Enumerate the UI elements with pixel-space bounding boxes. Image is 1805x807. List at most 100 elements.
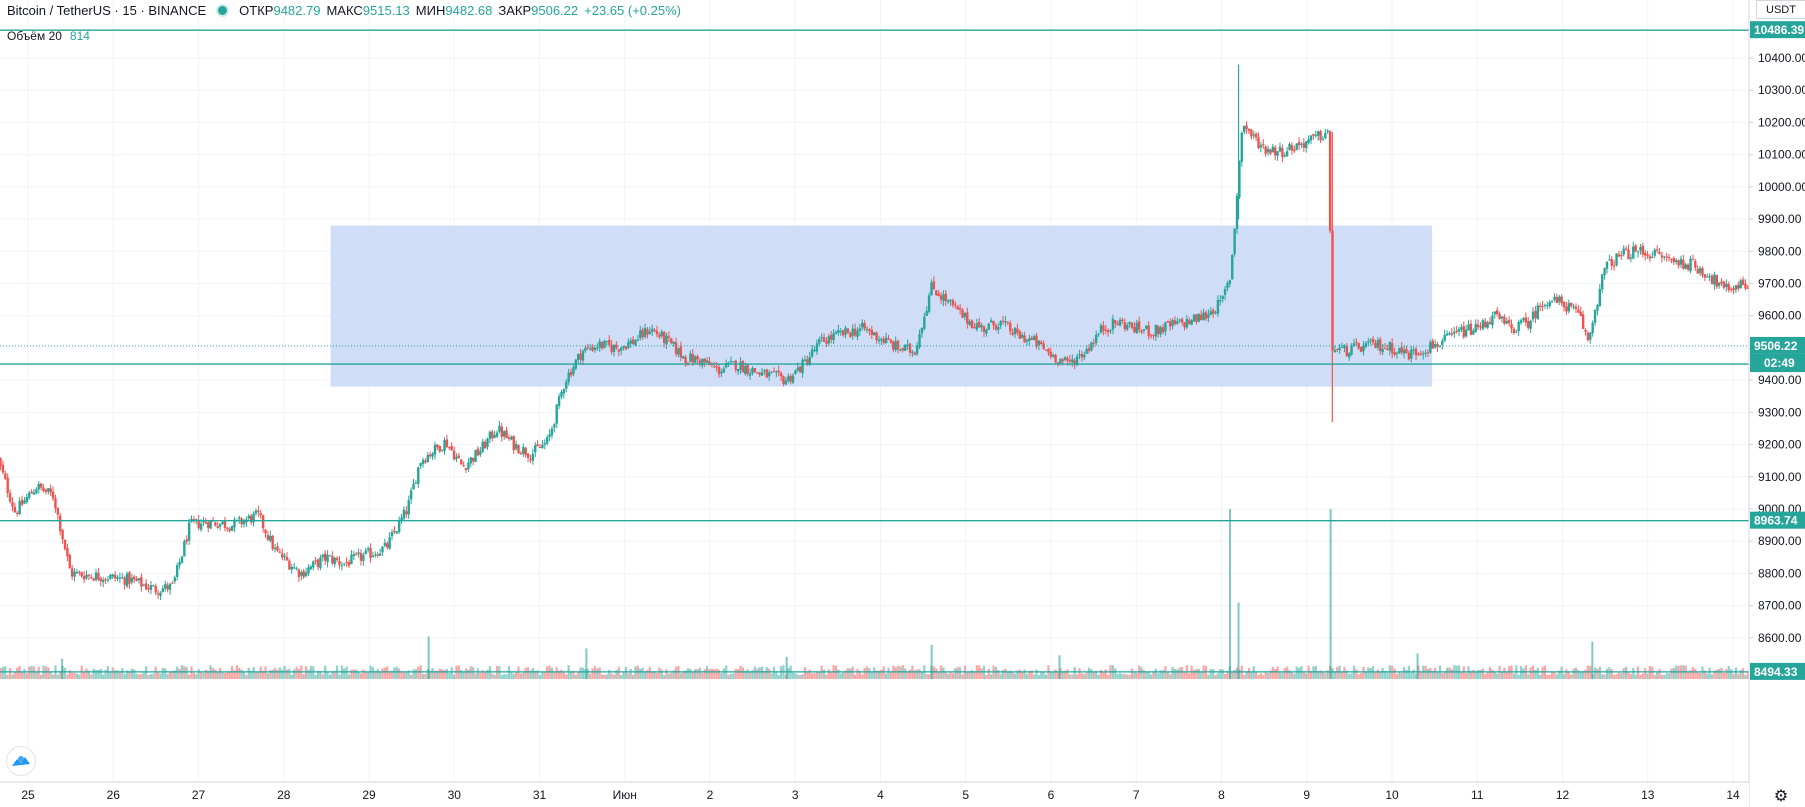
volume-bar — [1071, 674, 1074, 679]
candle-body — [178, 562, 181, 566]
volume-bar — [1610, 669, 1613, 679]
volume-bar — [579, 667, 582, 679]
range-rectangle[interactable] — [330, 225, 1433, 387]
volume-bar — [178, 668, 181, 679]
candle-body — [51, 491, 55, 499]
volume-bar — [956, 666, 959, 679]
volume-bar — [608, 669, 611, 679]
candle-body — [1367, 341, 1370, 343]
candle-body — [1011, 332, 1014, 335]
candle-body — [1579, 311, 1582, 316]
volume-bar — [1331, 667, 1334, 679]
candle-body — [433, 444, 437, 455]
candle-body — [226, 527, 229, 529]
volume-bar — [4, 666, 7, 679]
volume-bar — [990, 674, 993, 679]
volume-bar — [1548, 674, 1551, 679]
volume-bar — [262, 671, 265, 679]
volume-bar — [1493, 671, 1496, 679]
candle-body — [500, 426, 504, 437]
candle-body — [1371, 338, 1375, 343]
candle-body — [1314, 135, 1317, 137]
candle-body — [1152, 334, 1155, 336]
volume-bar — [1632, 667, 1635, 679]
volume-bar — [1221, 669, 1224, 679]
candle-body — [130, 577, 134, 583]
volume-bar — [228, 672, 231, 679]
volume-bar — [405, 671, 408, 679]
volume-bar — [271, 669, 274, 679]
candle-body — [543, 442, 546, 445]
candle-body — [1071, 359, 1074, 363]
candle-body — [1694, 261, 1697, 268]
candle-body — [968, 321, 971, 326]
volume-bar — [715, 668, 718, 679]
candle-body — [1028, 338, 1031, 342]
candle-body — [1090, 342, 1093, 351]
volume-bar — [111, 667, 114, 679]
volume-bar — [1496, 673, 1499, 679]
candle-body — [44, 489, 48, 492]
volume-bar — [522, 672, 525, 679]
candle-body — [1238, 160, 1241, 198]
volume-bar — [85, 668, 88, 679]
volume-bar — [1142, 670, 1146, 679]
volume-bar — [1200, 671, 1203, 679]
tradingview-logo-icon[interactable] — [6, 746, 36, 776]
volume-bar — [450, 667, 453, 679]
candle-body — [1235, 195, 1239, 229]
candle-body — [1591, 322, 1594, 334]
volume-legend[interactable]: Объём 20 814 — [7, 29, 90, 43]
settings-gear-icon[interactable]: ⚙ — [1773, 788, 1789, 805]
volume-bar — [529, 670, 532, 679]
candle-body — [1180, 319, 1184, 323]
candle-body — [283, 555, 286, 557]
candle-body — [8, 493, 12, 502]
volume-bar — [1181, 666, 1184, 679]
candle-body — [1018, 331, 1021, 339]
volume-bar — [865, 666, 869, 679]
candle-body — [1168, 321, 1172, 327]
volume-bar — [1746, 672, 1749, 679]
candle-body — [553, 424, 556, 428]
symbol-title[interactable]: Bitcoin / TetherUS · 15 · BINANCE — [7, 3, 207, 18]
candle-body — [510, 436, 513, 440]
candle-body — [975, 323, 979, 330]
volume-bar — [908, 669, 912, 679]
volume-bar — [1734, 667, 1737, 679]
volume-bar — [538, 674, 542, 679]
candle-body — [782, 376, 785, 384]
volume-bar — [624, 666, 628, 679]
volume-bar — [1075, 674, 1079, 679]
volume-bar — [1266, 673, 1270, 679]
volume-spike — [930, 645, 933, 679]
candle-body — [677, 348, 680, 355]
volume-bar — [1448, 667, 1451, 679]
candle-body — [1016, 328, 1019, 333]
candle-body — [1691, 259, 1695, 261]
currency-button[interactable]: USDT — [1756, 0, 1805, 19]
volume-bar — [359, 673, 363, 679]
volume-bar — [1033, 674, 1036, 679]
volume-bar — [1001, 670, 1005, 679]
horizontal-lines[interactable] — [0, 29, 1749, 673]
symbol-legend: Bitcoin / TetherUS · 15 · BINANCE ОТКР94… — [7, 3, 681, 18]
volume-bar — [1732, 673, 1735, 679]
candle-body — [1448, 333, 1451, 335]
candle-body — [161, 588, 165, 593]
candle-body — [1589, 332, 1592, 340]
candle-body — [1708, 275, 1711, 277]
volume-bar — [694, 669, 697, 679]
volume-bar — [452, 674, 456, 679]
level-price-label: 10486.39 — [1754, 23, 1804, 37]
candle-body — [1288, 144, 1291, 150]
volume-bar — [273, 667, 277, 679]
volume-bar — [1477, 670, 1480, 679]
candle-body — [686, 362, 690, 364]
candle-body — [720, 371, 723, 374]
candle-body — [560, 391, 563, 397]
candle-body — [882, 338, 885, 343]
candle-body — [1677, 260, 1680, 266]
volume-bar — [598, 667, 601, 679]
